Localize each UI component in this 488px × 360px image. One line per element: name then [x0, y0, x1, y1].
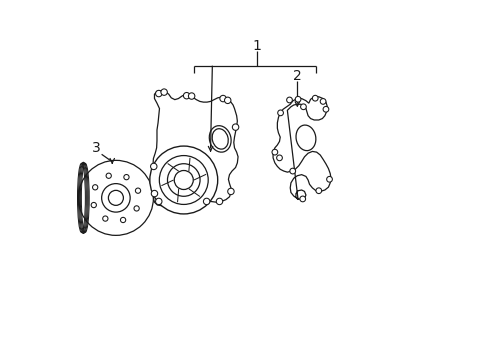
- Circle shape: [102, 216, 108, 221]
- Circle shape: [108, 190, 123, 205]
- Circle shape: [232, 124, 238, 130]
- Circle shape: [106, 173, 111, 178]
- Circle shape: [123, 175, 129, 180]
- Circle shape: [149, 146, 217, 214]
- Circle shape: [134, 206, 139, 211]
- Circle shape: [151, 190, 157, 197]
- Circle shape: [91, 202, 96, 208]
- Circle shape: [220, 95, 226, 102]
- Circle shape: [320, 99, 325, 104]
- Ellipse shape: [295, 125, 315, 150]
- Circle shape: [295, 96, 300, 102]
- Circle shape: [312, 95, 317, 101]
- Circle shape: [227, 188, 234, 195]
- Circle shape: [203, 198, 209, 204]
- Circle shape: [323, 107, 328, 112]
- Circle shape: [188, 93, 194, 99]
- Circle shape: [277, 110, 283, 116]
- PathPatch shape: [153, 91, 238, 206]
- Circle shape: [183, 93, 189, 99]
- Circle shape: [120, 217, 125, 222]
- Text: 3: 3: [92, 141, 101, 155]
- Circle shape: [102, 184, 130, 212]
- Circle shape: [155, 198, 162, 204]
- Text: 1: 1: [252, 39, 261, 53]
- Circle shape: [161, 89, 167, 95]
- Circle shape: [286, 97, 292, 103]
- Circle shape: [92, 185, 98, 190]
- Circle shape: [326, 176, 332, 182]
- Circle shape: [150, 163, 157, 170]
- Circle shape: [135, 188, 141, 193]
- Ellipse shape: [209, 126, 231, 152]
- Ellipse shape: [212, 129, 228, 149]
- Circle shape: [300, 104, 305, 110]
- Circle shape: [174, 171, 193, 189]
- Circle shape: [299, 196, 305, 202]
- Circle shape: [167, 164, 200, 196]
- Circle shape: [271, 149, 277, 155]
- Circle shape: [276, 155, 282, 161]
- Circle shape: [224, 97, 230, 104]
- Circle shape: [216, 198, 222, 204]
- Circle shape: [78, 160, 153, 235]
- Circle shape: [315, 188, 321, 194]
- PathPatch shape: [272, 97, 330, 200]
- Circle shape: [155, 90, 162, 97]
- Text: 2: 2: [292, 69, 301, 83]
- Circle shape: [159, 156, 208, 204]
- Circle shape: [289, 168, 295, 174]
